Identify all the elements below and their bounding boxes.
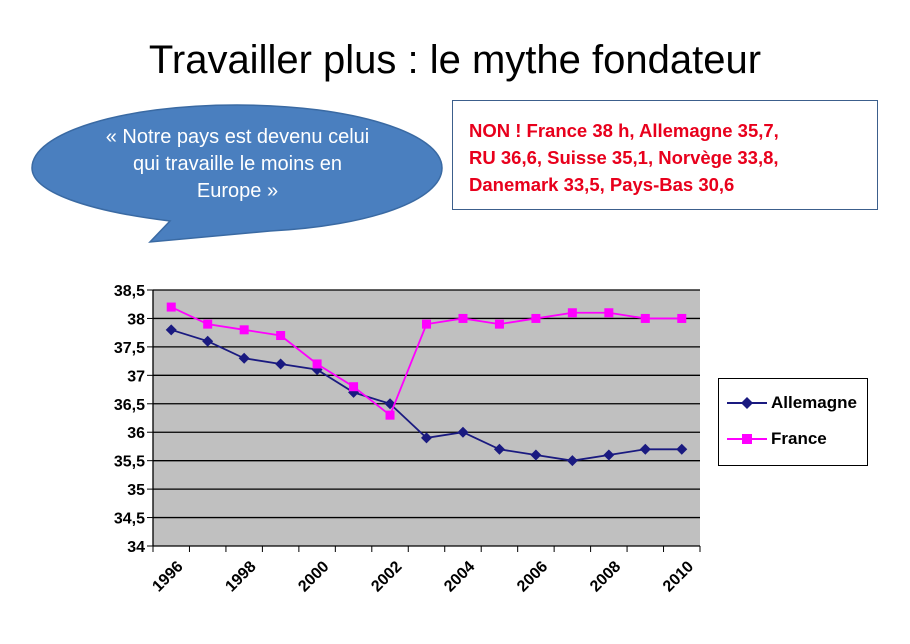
data-point-allemagne bbox=[603, 449, 615, 461]
data-point-allemagne bbox=[202, 335, 214, 347]
speech-bubble-shape bbox=[31, 104, 443, 243]
data-point-france bbox=[385, 410, 395, 420]
y-tick-label: 35,5 bbox=[114, 454, 145, 471]
legend-label-france: France bbox=[771, 429, 827, 448]
chart-legend: Allemagne France bbox=[718, 378, 868, 466]
y-tick-label: 38 bbox=[127, 311, 145, 328]
data-point-allemagne bbox=[457, 426, 469, 438]
data-point-france bbox=[239, 325, 249, 335]
data-point-france bbox=[494, 319, 504, 329]
callout-line-3: Danemark 33,5, Pays-Bas 30,6 bbox=[469, 174, 735, 195]
y-tick-label: 34,5 bbox=[114, 511, 145, 528]
x-tick-label: 2008 bbox=[587, 558, 624, 595]
data-point-allemagne bbox=[348, 386, 360, 398]
data-point-france bbox=[312, 359, 322, 369]
data-point-france bbox=[640, 313, 650, 323]
y-tick-label: 38,5 bbox=[114, 283, 145, 300]
x-tick-label: 2002 bbox=[368, 558, 405, 595]
data-point-allemagne bbox=[566, 455, 578, 467]
data-point-france bbox=[677, 313, 687, 323]
callout-line-2: RU 36,6, Suisse 35,1, Norvège 33,8, bbox=[469, 147, 779, 168]
data-point-france bbox=[604, 308, 614, 318]
data-point-france bbox=[203, 319, 213, 329]
legend-swatch-allemagne bbox=[727, 397, 767, 409]
x-tick-label: 2004 bbox=[441, 558, 478, 595]
quote-text: « Notre pays est devenu celui qui travai… bbox=[105, 126, 370, 202]
data-point-allemagne bbox=[676, 443, 688, 455]
data-point-france bbox=[349, 382, 359, 392]
data-point-france bbox=[458, 313, 468, 323]
line-chart: 34 34,5 35 35,5 36 36,5 37 37,5 38 38,5 1996 1998 20… bbox=[114, 283, 701, 595]
y-tick-label: 36 bbox=[127, 425, 145, 442]
data-point-allemagne bbox=[530, 449, 542, 461]
legend-label-allemagne: Allemagne bbox=[771, 393, 857, 412]
quote-speech-bubble: « Notre pays est devenu celui qui travai… bbox=[30, 100, 445, 245]
callout-box: NON ! France 38 h, Allemagne 35,7, RU 36… bbox=[452, 100, 878, 210]
x-tick-label: 2000 bbox=[295, 558, 332, 595]
data-point-france bbox=[276, 331, 286, 341]
data-point-france bbox=[567, 308, 577, 318]
y-tick-label: 36,5 bbox=[114, 397, 145, 414]
y-tick-label: 34 bbox=[127, 539, 145, 556]
callout-line-1: NON ! France 38 h, Allemagne 35,7, bbox=[469, 120, 779, 141]
y-tick-label: 37 bbox=[127, 368, 145, 385]
slide-title: Travailler plus : le mythe fondateur bbox=[148, 38, 762, 82]
data-point-france bbox=[422, 319, 431, 329]
data-point-allemagne bbox=[238, 352, 250, 364]
data-point-allemagne bbox=[275, 358, 287, 370]
data-point-allemagne bbox=[311, 364, 323, 376]
x-tick-label: 1998 bbox=[222, 558, 259, 595]
data-point-allemagne bbox=[493, 443, 505, 455]
y-tick-label: 35 bbox=[127, 482, 145, 499]
y-tick-label: 37,5 bbox=[114, 340, 145, 357]
data-point-allemagne bbox=[421, 432, 432, 444]
x-tick-label: 2010 bbox=[660, 558, 697, 595]
data-point-france bbox=[531, 313, 541, 323]
legend-swatch-france bbox=[727, 434, 767, 444]
x-tick-label: 2006 bbox=[514, 558, 551, 595]
x-tick-label: 1996 bbox=[149, 558, 186, 595]
data-point-france bbox=[166, 302, 176, 312]
data-point-allemagne bbox=[165, 324, 177, 336]
data-point-allemagne bbox=[639, 443, 651, 455]
